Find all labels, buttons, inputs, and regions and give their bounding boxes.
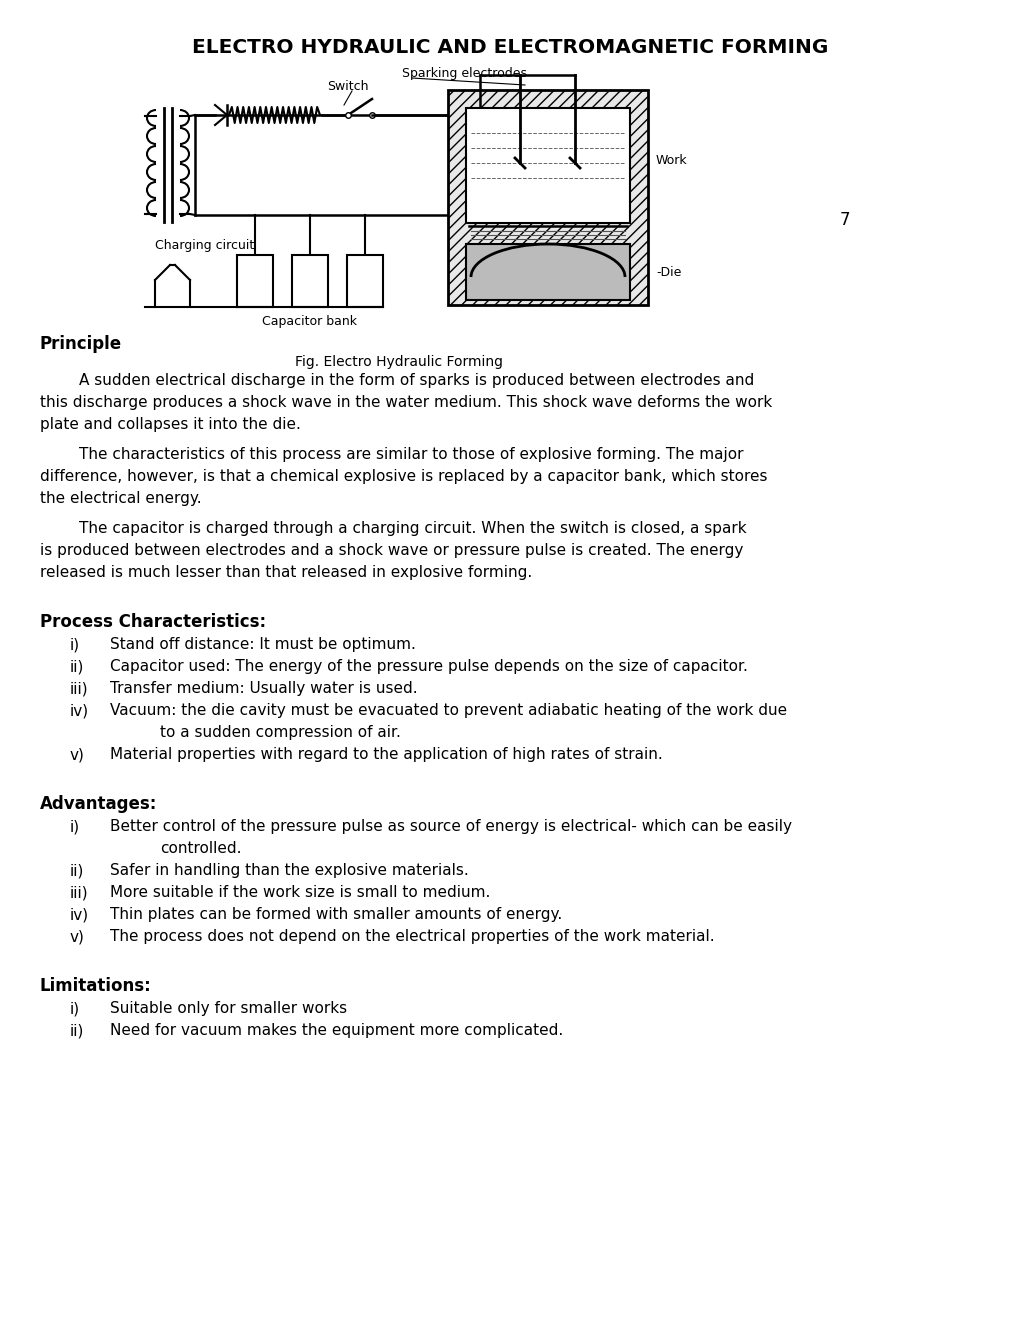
Text: is produced between electrodes and a shock wave or pressure pulse is created. Th: is produced between electrodes and a sho… (40, 543, 743, 558)
Text: ELECTRO HYDRAULIC AND ELECTROMAGNETIC FORMING: ELECTRO HYDRAULIC AND ELECTROMAGNETIC FO… (192, 38, 827, 57)
Text: Thin plates can be formed with smaller amounts of energy.: Thin plates can be formed with smaller a… (110, 907, 561, 921)
Text: Process Characteristics:: Process Characteristics: (40, 612, 266, 631)
Text: i): i) (70, 638, 81, 652)
Text: v): v) (70, 747, 85, 762)
Text: controlled.: controlled. (160, 841, 242, 855)
Text: Capacitor used: The energy of the pressure pulse depends on the size of capacito: Capacitor used: The energy of the pressu… (110, 659, 747, 675)
Text: Stand off distance: It must be optimum.: Stand off distance: It must be optimum. (110, 638, 416, 652)
Text: Advantages:: Advantages: (40, 795, 157, 813)
Text: A sudden electrical discharge in the form of sparks is produced between electrod: A sudden electrical discharge in the for… (40, 374, 753, 388)
Text: plate and collapses it into the die.: plate and collapses it into the die. (40, 417, 301, 432)
Text: -Die: -Die (655, 265, 681, 279)
Bar (291, 255, 328, 308)
Text: the electrical energy.: the electrical energy. (40, 491, 202, 506)
Bar (466, 244, 630, 300)
Text: Sparking electrodes: Sparking electrodes (401, 66, 527, 79)
Text: iii): iii) (70, 884, 89, 900)
Text: v): v) (70, 929, 85, 944)
Text: Safer in handling than the explosive materials.: Safer in handling than the explosive mat… (110, 863, 469, 878)
Text: Charging circuit: Charging circuit (155, 239, 254, 252)
Bar (447, 90, 647, 305)
Text: Suitable only for smaller works: Suitable only for smaller works (110, 1001, 346, 1016)
Text: The process does not depend on the electrical properties of the work material.: The process does not depend on the elect… (110, 929, 714, 944)
Text: Need for vacuum makes the equipment more complicated.: Need for vacuum makes the equipment more… (110, 1023, 562, 1038)
Text: Transfer medium: Usually water is used.: Transfer medium: Usually water is used. (110, 681, 417, 696)
Text: Vacuum: the die cavity must be evacuated to prevent adiabatic heating of the wor: Vacuum: the die cavity must be evacuated… (110, 704, 787, 718)
Text: ii): ii) (70, 1023, 85, 1038)
Text: i): i) (70, 818, 81, 834)
Text: Capacitor bank: Capacitor bank (262, 315, 357, 329)
Bar (466, 108, 630, 223)
Text: Limitations:: Limitations: (40, 977, 152, 995)
Text: Switch: Switch (327, 81, 368, 94)
Text: iv): iv) (70, 704, 89, 718)
Bar (346, 255, 382, 308)
Text: Fig. Electro Hydraulic Forming: Fig. Electro Hydraulic Forming (294, 355, 502, 370)
Bar (236, 255, 273, 308)
Text: More suitable if the work size is small to medium.: More suitable if the work size is small … (110, 884, 490, 900)
Text: The capacitor is charged through a charging circuit. When the switch is closed, : The capacitor is charged through a charg… (40, 521, 746, 536)
Text: iii): iii) (70, 681, 89, 696)
Text: Work: Work (655, 153, 687, 166)
Text: difference, however, is that a chemical explosive is replaced by a capacitor ban: difference, however, is that a chemical … (40, 469, 766, 484)
Text: Principle: Principle (40, 335, 122, 352)
Text: 7: 7 (840, 211, 850, 228)
Text: ii): ii) (70, 863, 85, 878)
Text: Better control of the pressure pulse as source of energy is electrical- which ca: Better control of the pressure pulse as … (110, 818, 791, 834)
Text: iv): iv) (70, 907, 89, 921)
Text: this discharge produces a shock wave in the water medium. This shock wave deform: this discharge produces a shock wave in … (40, 395, 771, 411)
Text: i): i) (70, 1001, 81, 1016)
Text: Material properties with regard to the application of high rates of strain.: Material properties with regard to the a… (110, 747, 662, 762)
Text: released is much lesser than that released in explosive forming.: released is much lesser than that releas… (40, 565, 532, 579)
Text: The characteristics of this process are similar to those of explosive forming. T: The characteristics of this process are … (40, 447, 743, 462)
Text: to a sudden compression of air.: to a sudden compression of air. (160, 725, 400, 741)
Text: ii): ii) (70, 659, 85, 675)
